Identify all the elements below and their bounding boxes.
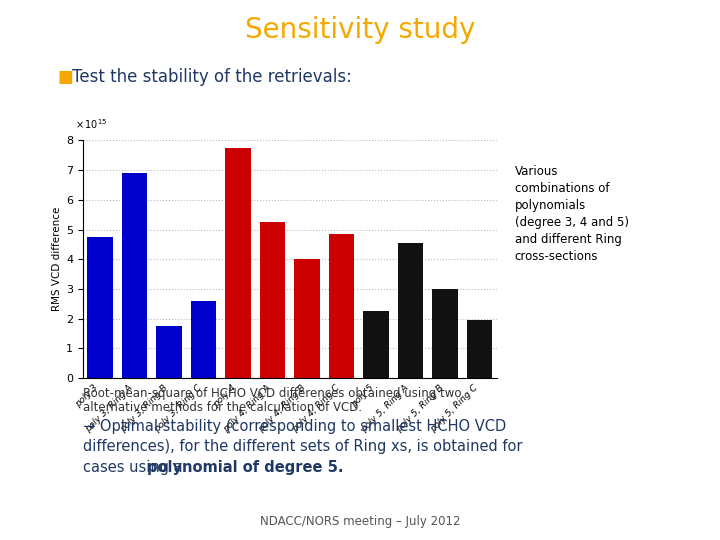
Text: Test the stability of the retrievals:: Test the stability of the retrievals:: [72, 68, 352, 85]
Bar: [260, 222, 286, 378]
Text: Root-mean-square of HCHO VCD differences obtained using two: Root-mean-square of HCHO VCD differences…: [83, 387, 462, 400]
Bar: [225, 148, 251, 378]
Text: NDACC/NORS meeting – July 2012: NDACC/NORS meeting – July 2012: [260, 515, 460, 528]
Text: → Optimal stability (corresponding to smallest HCHO VCD: → Optimal stability (corresponding to sm…: [83, 418, 506, 434]
Text: alternative methods for the calculation of VCD.: alternative methods for the calculation …: [83, 401, 362, 414]
Text: Sensitivity study: Sensitivity study: [245, 16, 475, 44]
Text: polynomial of degree 5.: polynomial of degree 5.: [147, 460, 343, 475]
Bar: [467, 320, 492, 378]
Bar: [191, 301, 217, 378]
Bar: [397, 243, 423, 378]
Y-axis label: RMS VCD difference: RMS VCD difference: [52, 207, 62, 312]
Text: Various
combinations of
polynomials
(degree 3, 4 and 5)
and different Ring
cross: Various combinations of polynomials (deg…: [515, 165, 629, 262]
Text: cases using a: cases using a: [83, 460, 187, 475]
Bar: [363, 311, 389, 378]
Bar: [328, 234, 354, 378]
Bar: [87, 237, 113, 378]
Bar: [156, 326, 182, 378]
Bar: [122, 173, 148, 378]
Bar: [294, 259, 320, 378]
Text: ■: ■: [58, 68, 79, 85]
Bar: [432, 289, 458, 378]
Text: differences), for the different sets of Ring xs, is obtained for: differences), for the different sets of …: [83, 439, 522, 454]
Text: $\times\,10^{15}$: $\times\,10^{15}$: [75, 117, 107, 131]
